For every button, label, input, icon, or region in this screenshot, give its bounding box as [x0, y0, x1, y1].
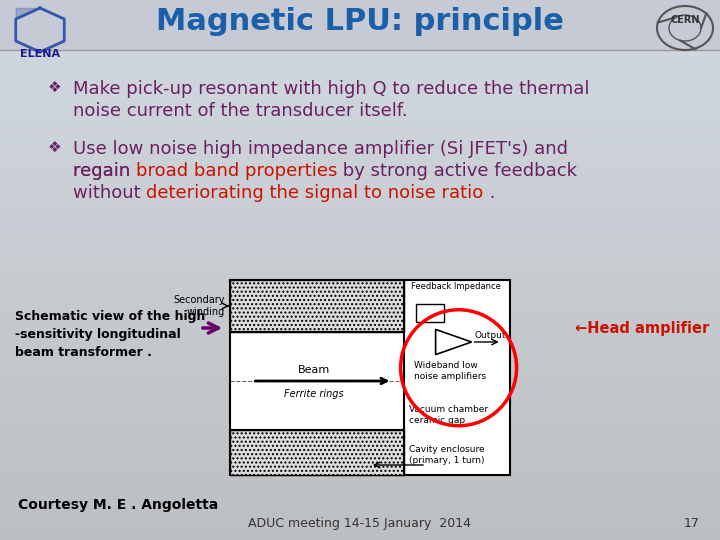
Text: Schematic view of the high: Schematic view of the high: [15, 310, 205, 323]
Text: Secondary
winding: Secondary winding: [174, 295, 225, 317]
Bar: [415, 304, 444, 322]
Text: Make pick-up resonant with high Q to reduce the thermal: Make pick-up resonant with high Q to red…: [73, 80, 590, 98]
Text: Vacuum chamber
ceramic gap: Vacuum chamber ceramic gap: [409, 406, 487, 424]
Text: .: .: [484, 184, 495, 202]
Text: ❖: ❖: [48, 140, 62, 155]
Text: ADUC meeting 14-15 January  2014: ADUC meeting 14-15 January 2014: [248, 517, 472, 530]
Bar: [230, 280, 404, 332]
Text: deteriorating the signal to noise ratio: deteriorating the signal to noise ratio: [146, 184, 484, 202]
Text: ←Head amplifier: ←Head amplifier: [575, 321, 709, 336]
Text: Wideband low
noise amplifiers: Wideband low noise amplifiers: [413, 361, 486, 381]
Text: Feedback Impedance: Feedback Impedance: [410, 282, 500, 291]
Text: regain: regain: [73, 162, 136, 180]
Text: Use low noise high impedance amplifier (Si JFET's) and: Use low noise high impedance amplifier (…: [73, 140, 568, 158]
Text: noise current of the transducer itself.: noise current of the transducer itself.: [73, 102, 408, 120]
Text: regain: regain: [73, 162, 136, 180]
Text: Cavity enclosure
(primary, 1 turn): Cavity enclosure (primary, 1 turn): [409, 446, 485, 465]
Text: Ferrite rings: Ferrite rings: [284, 389, 344, 399]
Bar: [0, 0, 720, 50]
Text: 17: 17: [684, 517, 700, 530]
Text: Beam: Beam: [298, 365, 330, 375]
Text: Courtesy M. E . Angoletta: Courtesy M. E . Angoletta: [18, 498, 218, 512]
Bar: [230, 430, 404, 475]
Text: Magnetic LPU: principle: Magnetic LPU: principle: [156, 8, 564, 37]
Text: CERN: CERN: [670, 15, 700, 25]
Text: broad band properties: broad band properties: [136, 162, 338, 180]
Text: beam transformer .: beam transformer .: [15, 346, 152, 359]
Text: ❖: ❖: [48, 80, 62, 95]
Text: ELENA: ELENA: [20, 49, 60, 59]
Text: -sensitivity longitudinal: -sensitivity longitudinal: [15, 328, 181, 341]
Text: by strong active feedback: by strong active feedback: [338, 162, 577, 180]
Text: Output: Output: [474, 332, 506, 341]
Text: without: without: [73, 184, 146, 202]
Bar: [230, 280, 510, 475]
